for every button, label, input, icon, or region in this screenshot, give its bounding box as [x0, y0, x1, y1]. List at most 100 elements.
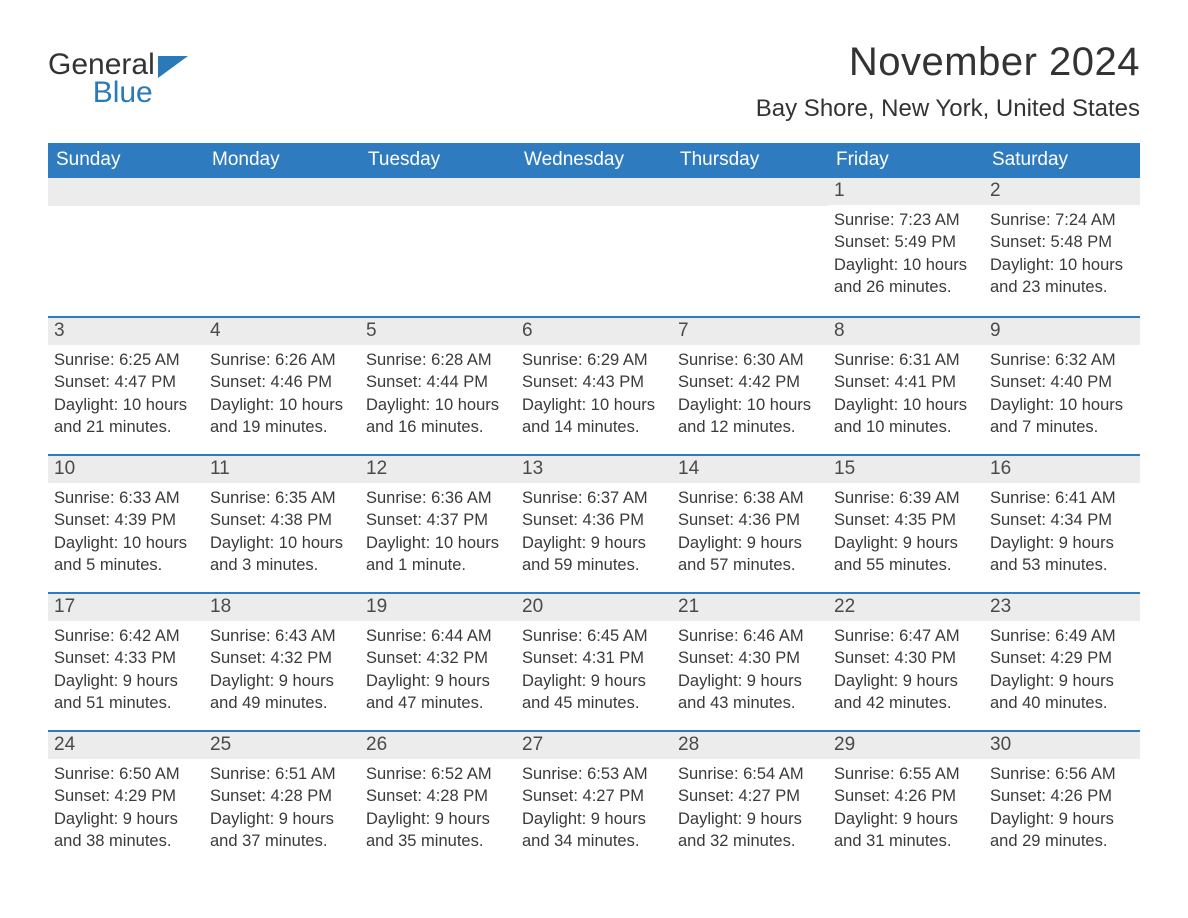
day-cell: 10Sunrise: 6:33 AMSunset: 4:39 PMDayligh…	[48, 456, 204, 592]
sunset-line: Sunset: 4:34 PM	[990, 509, 1134, 531]
daylight-line: Daylight: 9 hours and 45 minutes.	[522, 670, 666, 715]
sunrise-line: Sunrise: 7:23 AM	[834, 209, 978, 231]
day-cell: 8 Sunrise: 6:31 AMSunset: 4:41 PMDaylight…	[828, 318, 984, 454]
daylight-line: Daylight: 10 hours and 1 minute.	[366, 532, 510, 577]
day-body: Sunrise: 6:30 AMSunset: 4:42 PMDaylight:…	[672, 345, 828, 446]
daylight-line: Daylight: 9 hours and 38 minutes.	[54, 808, 198, 853]
sunrise-line: Sunrise: 6:46 AM	[678, 625, 822, 647]
day-cell: 21Sunrise: 6:46 AMSunset: 4:30 PMDayligh…	[672, 594, 828, 730]
day-cell: 4Sunrise: 6:26 AMSunset: 4:46 PMDaylight…	[204, 318, 360, 454]
sunset-line: Sunset: 4:32 PM	[210, 647, 354, 669]
day-number: 13	[516, 456, 672, 483]
sunrise-line: Sunrise: 6:51 AM	[210, 763, 354, 785]
dow-cell: Sunday	[48, 143, 204, 178]
sunrise-line: Sunrise: 6:38 AM	[678, 487, 822, 509]
day-number: 20	[516, 594, 672, 621]
sunset-line: Sunset: 4:46 PM	[210, 371, 354, 393]
sunrise-line: Sunrise: 6:43 AM	[210, 625, 354, 647]
day-cell	[48, 178, 204, 316]
sunset-line: Sunset: 4:32 PM	[366, 647, 510, 669]
week-row: 24Sunrise: 6:50 AMSunset: 4:29 PMDayligh…	[48, 730, 1140, 868]
day-number: 1	[828, 178, 984, 205]
sunset-line: Sunset: 4:31 PM	[522, 647, 666, 669]
daylight-line: Daylight: 9 hours and 57 minutes.	[678, 532, 822, 577]
sunset-line: Sunset: 4:44 PM	[366, 371, 510, 393]
day-cell: 25Sunrise: 6:51 AMSunset: 4:28 PMDayligh…	[204, 732, 360, 868]
daylight-line: Daylight: 10 hours and 16 minutes.	[366, 394, 510, 439]
sunset-line: Sunset: 4:26 PM	[834, 785, 978, 807]
day-number: 25	[204, 732, 360, 759]
week-row: 1 Sunrise: 7:23 AMSunset: 5:49 PMDaylight…	[48, 178, 1140, 316]
week-row: 3 Sunrise: 6:25 AMSunset: 4:47 PM Daylight…	[48, 316, 1140, 454]
day-cell: 12 Sunrise: 6:36 AMSunset: 4:37 PMDayligh…	[360, 456, 516, 592]
day-number: 21	[672, 594, 828, 621]
sunrise-line: Sunrise: 6:31 AM	[834, 349, 978, 371]
calendar: SundayMondayTuesdayWednesdayThursdayFrid…	[48, 143, 1140, 868]
day-number: 4	[204, 318, 360, 345]
sunset-line: Sunset: 5:49 PM	[834, 231, 978, 253]
day-cell: 1 Sunrise: 7:23 AMSunset: 5:49 PMDaylight…	[828, 178, 984, 316]
day-cell: 2Sunrise: 7:24 AMSunset: 5:48 PMDaylight…	[984, 178, 1140, 316]
sunrise-line: Sunrise: 6:26 AM	[210, 349, 354, 371]
day-number: 17	[48, 594, 204, 621]
sunset-line: Sunset: 4:37 PM	[366, 509, 510, 531]
day-number: 18	[204, 594, 360, 621]
day-cell: 19Sunrise: 6:44 AMSunset: 4:32 PMDayligh…	[360, 594, 516, 730]
day-cell: 7Sunrise: 6:30 AMSunset: 4:42 PMDaylight…	[672, 318, 828, 454]
empty-day	[204, 178, 360, 206]
daylight-line: Daylight: 10 hours and 26 minutes.	[834, 254, 978, 299]
sunrise-line: Sunrise: 6:56 AM	[990, 763, 1134, 785]
sunrise-line: Sunrise: 6:39 AM	[834, 487, 978, 509]
daylight-line: Daylight: 9 hours and 32 minutes.	[678, 808, 822, 853]
sunset-line: Sunset: 4:35 PM	[834, 509, 978, 531]
daylight-line: Daylight: 10 hours and 5 minutes.	[54, 532, 198, 577]
day-body: Sunrise: 6:45 AMSunset: 4:31 PMDaylight:…	[516, 621, 672, 722]
day-cell	[516, 178, 672, 316]
day-number: 2	[984, 178, 1140, 205]
daylight-line: Daylight: 10 hours and 10 minutes.	[834, 394, 978, 439]
sunrise-line: Sunrise: 6:25 AM	[54, 349, 198, 371]
title-block: November 2024 Bay Shore, New York, Unite…	[756, 40, 1140, 137]
sunrise-line: Sunrise: 6:36 AM	[366, 487, 510, 509]
day-body: Sunrise: 6:32 AMSunset: 4:40 PMDaylight:…	[984, 345, 1140, 446]
day-number: 7	[672, 318, 828, 345]
sunset-line: Sunset: 4:36 PM	[522, 509, 666, 531]
day-cell	[360, 178, 516, 316]
day-cell: 6Sunrise: 6:29 AMSunset: 4:43 PMDaylight…	[516, 318, 672, 454]
day-number: 22	[828, 594, 984, 621]
daylight-line: Daylight: 9 hours and 53 minutes.	[990, 532, 1134, 577]
sunrise-line: Sunrise: 6:52 AM	[366, 763, 510, 785]
sunset-line: Sunset: 4:29 PM	[54, 785, 198, 807]
day-cell: 24Sunrise: 6:50 AMSunset: 4:29 PMDayligh…	[48, 732, 204, 868]
location-subtitle: Bay Shore, New York, United States	[756, 95, 1140, 123]
daylight-line: Daylight: 9 hours and 34 minutes.	[522, 808, 666, 853]
sunset-line: Sunset: 4:39 PM	[54, 509, 198, 531]
day-number: 5	[360, 318, 516, 345]
day-number: 3	[48, 318, 204, 345]
sunset-line: Sunset: 4:29 PM	[990, 647, 1134, 669]
day-cell: 18Sunrise: 6:43 AMSunset: 4:32 PMDayligh…	[204, 594, 360, 730]
daylight-line: Daylight: 9 hours and 37 minutes.	[210, 808, 354, 853]
day-body: Sunrise: 7:24 AMSunset: 5:48 PMDaylight:…	[984, 205, 1140, 306]
sunrise-line: Sunrise: 6:30 AM	[678, 349, 822, 371]
sunset-line: Sunset: 4:27 PM	[522, 785, 666, 807]
day-body: Sunrise: 6:33 AMSunset: 4:39 PMDaylight:…	[48, 483, 204, 584]
day-number: 10	[48, 456, 204, 483]
day-body: Sunrise: 6:37 AMSunset: 4:36 PMDaylight:…	[516, 483, 672, 584]
day-cell: 26Sunrise: 6:52 AMSunset: 4:28 PMDayligh…	[360, 732, 516, 868]
sunset-line: Sunset: 4:47 PM	[54, 371, 198, 393]
day-body: Sunrise: 6:28 AMSunset: 4:44 PMDaylight:…	[360, 345, 516, 446]
day-number: 12	[360, 456, 516, 483]
sunset-line: Sunset: 4:30 PM	[834, 647, 978, 669]
daylight-line: Daylight: 9 hours and 55 minutes.	[834, 532, 978, 577]
day-body: Sunrise: 6:54 AMSunset: 4:27 PMDaylight:…	[672, 759, 828, 860]
day-number: 24	[48, 732, 204, 759]
logo: General Blue	[48, 40, 188, 110]
day-cell: 27Sunrise: 6:53 AMSunset: 4:27 PMDayligh…	[516, 732, 672, 868]
day-number: 8	[828, 318, 984, 345]
day-body: Sunrise: 6:56 AMSunset: 4:26 PMDaylight:…	[984, 759, 1140, 860]
sunset-line: Sunset: 4:43 PM	[522, 371, 666, 393]
day-number: 11	[204, 456, 360, 483]
dow-cell: Tuesday	[360, 143, 516, 178]
sunset-line: Sunset: 4:41 PM	[834, 371, 978, 393]
